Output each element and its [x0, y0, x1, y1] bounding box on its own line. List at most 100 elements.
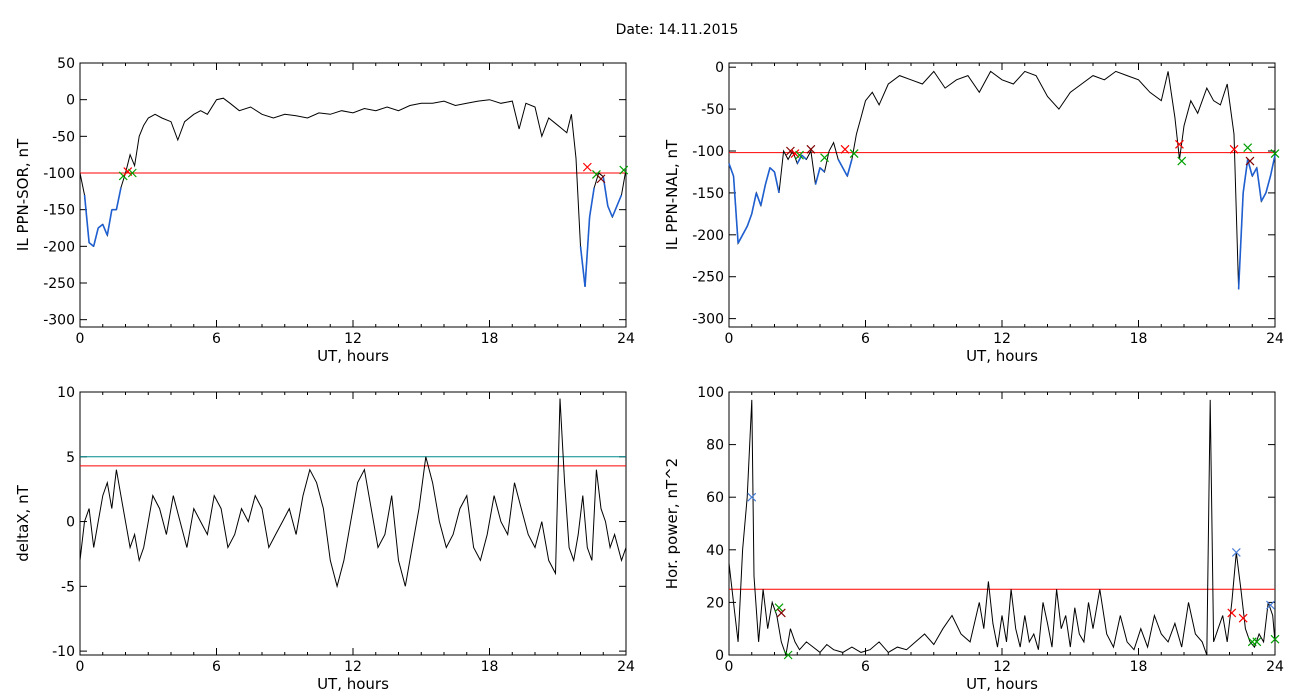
marker [840, 144, 850, 154]
marker [1245, 156, 1255, 166]
x-tick-label: 0 [76, 331, 85, 347]
x-tick-label: 12 [993, 659, 1011, 675]
marker [783, 650, 793, 660]
series-segment-below-threshold [115, 187, 122, 210]
series-segment-below-threshold [1237, 192, 1244, 290]
x-tick-label: 6 [861, 659, 870, 675]
x-tick-label: 0 [725, 659, 734, 675]
series-line [79, 97, 627, 287]
x-tick-label: 18 [1130, 659, 1148, 675]
marker [619, 165, 629, 175]
series-segment-below-threshold [1256, 167, 1263, 202]
series-segment-below-threshold [588, 187, 595, 218]
series-segment-below-threshold [1242, 159, 1249, 194]
marker [1231, 548, 1241, 557]
x-tick-label: 24 [1266, 659, 1284, 675]
series-segment-below-threshold [92, 227, 99, 247]
series-segment-below-threshold [88, 242, 95, 247]
y-tick-label: 80 [706, 438, 724, 454]
marker [582, 162, 592, 172]
marker [1266, 600, 1275, 610]
y-tick-label: 0 [715, 60, 724, 76]
x-axis-label: UT, hours [966, 347, 1038, 365]
series-segment-below-threshold [837, 158, 844, 169]
marker [790, 149, 800, 158]
y-tick-label: 5 [66, 450, 75, 466]
marker [1270, 634, 1280, 644]
series-segment-below-threshold [846, 159, 853, 177]
chart-panel-nal: 0 6 12 18 24 0 -50 -100 -150 -200 -250 -300 UT, hour… [663, 60, 1284, 365]
x-axis-label: UT, hours [966, 675, 1038, 693]
chart-panel-deltax: 0 6 12 18 24 10 5 0 -5 -10 UT, hours deltaX, nT [14, 385, 635, 693]
y-tick-label: -150 [43, 203, 75, 219]
series-segment-below-threshold [106, 209, 113, 236]
x-tick-label: 24 [1266, 331, 1284, 347]
series-segment-below-threshold [584, 216, 591, 287]
x-axis-label: UT, hours [317, 675, 389, 693]
y-tick-label: -250 [692, 270, 724, 286]
y-tick-label: -200 [43, 239, 75, 255]
marker [1252, 637, 1262, 647]
series-segment-below-threshold [83, 194, 90, 243]
y-tick-label: -50 [52, 129, 75, 145]
marker [596, 174, 606, 184]
x-tick-label: 6 [212, 331, 221, 347]
series-segment-below-threshold [737, 234, 744, 244]
y-tick-label: 40 [706, 543, 724, 559]
x-tick-label: 18 [1130, 331, 1148, 347]
marker [1229, 144, 1239, 154]
series-segment-below-threshold [819, 167, 826, 173]
series-segment-below-threshold [769, 167, 776, 173]
series-segment-below-threshold [773, 171, 780, 194]
marker [820, 153, 829, 163]
y-tick-label: -100 [43, 166, 75, 182]
series-line [728, 399, 1276, 657]
marker [806, 144, 816, 154]
y-tick-label: 20 [706, 595, 724, 611]
y-axis-label: IL PPN-SOR, nT [14, 138, 32, 251]
marker [1243, 143, 1253, 153]
series-line [79, 398, 627, 589]
series-segment-below-threshold [1260, 192, 1267, 202]
chart-panel-sor: 0 6 12 18 24 50 0 -50 -100 -150 -200 -250 -300 UT, ho… [14, 56, 635, 365]
series-segment-below-threshold [741, 226, 748, 236]
marker [747, 492, 757, 502]
y-tick-label: 0 [66, 515, 75, 531]
plot-frame [79, 391, 627, 656]
marker [1227, 608, 1237, 618]
x-tick-label: 12 [344, 659, 362, 675]
x-tick-label: 0 [76, 659, 85, 675]
y-tick-label: 10 [57, 385, 75, 401]
y-tick-label: -300 [692, 312, 724, 328]
series-segment-below-threshold [97, 223, 104, 229]
series-segment-below-threshold [616, 194, 623, 207]
figure-title: Date: 14.11.2015 [616, 22, 739, 38]
marker [127, 168, 137, 178]
marker [774, 603, 784, 613]
y-tick-label: -150 [692, 186, 724, 202]
x-tick-label: 12 [344, 331, 362, 347]
series-segment-below-threshold [842, 167, 849, 177]
marker [786, 146, 795, 156]
series-segment-below-threshold [755, 192, 762, 206]
y-tick-label: 60 [706, 490, 724, 506]
y-tick-label: -5 [61, 579, 75, 595]
marker [849, 149, 859, 158]
marker [776, 608, 786, 618]
marker [1270, 149, 1280, 158]
series-segment-below-threshold [1265, 175, 1272, 194]
series-segment-below-threshold [746, 213, 753, 227]
series-line [728, 70, 1276, 290]
x-tick-label: 24 [617, 331, 635, 347]
y-axis-label: IL PPN-NAL, nT [663, 139, 681, 250]
x-tick-label: 6 [212, 659, 221, 675]
y-tick-label: -250 [43, 276, 75, 292]
x-tick-label: 18 [481, 331, 499, 347]
y-tick-label: -100 [692, 144, 724, 160]
series-segment-below-threshold [732, 176, 739, 244]
series-segment-below-threshold [728, 163, 735, 177]
series-segment-below-threshold [1251, 167, 1258, 177]
y-tick-label: 0 [715, 648, 724, 664]
